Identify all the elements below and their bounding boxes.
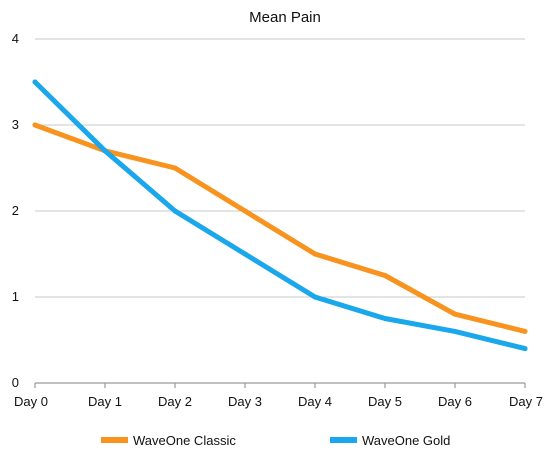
- data-point-series-2: [242, 251, 248, 257]
- data-point-series-2: [522, 346, 528, 352]
- axes: 0 1 2 3 4 Day 0 Day 1 Day 2 Day 3 Day 4 Day 5 Day 6…: [12, 31, 543, 409]
- data-point-series-1: [242, 208, 248, 214]
- data-point-series-1: [312, 251, 318, 257]
- data-point-series-2: [32, 79, 38, 85]
- data-point-series-2: [312, 294, 318, 300]
- y-tick-label: 1: [12, 289, 19, 304]
- x-tick-label: Day 0: [14, 394, 48, 409]
- data-point-series-1: [172, 165, 178, 171]
- series-line-2: [32, 79, 528, 352]
- x-tick-label: Day 7: [509, 394, 543, 409]
- data-point-series-1: [452, 311, 458, 317]
- data-point-series-2: [102, 148, 108, 154]
- data-point-series-1: [32, 122, 38, 128]
- data-point-series-1: [522, 328, 528, 334]
- data-point-series-2: [172, 208, 178, 214]
- y-tick-label: 0: [12, 375, 19, 390]
- series-lines: [32, 79, 528, 352]
- y-tick-label: 4: [12, 31, 19, 46]
- legend-label: WaveOne Classic: [133, 433, 236, 448]
- x-tick-label: Day 5: [368, 394, 402, 409]
- y-tick-label: 2: [12, 203, 19, 218]
- legend: WaveOne Classic WaveOne Gold: [101, 433, 450, 448]
- series-line-1: [32, 122, 528, 334]
- data-point-series-2: [452, 328, 458, 334]
- x-tick-label: Day 6: [438, 394, 472, 409]
- legend-label: WaveOne Gold: [362, 433, 450, 448]
- x-tick-label: Day 2: [158, 394, 192, 409]
- data-point-series-1: [382, 273, 388, 278]
- data-point-series-2: [382, 316, 388, 321]
- x-tick-label: Day 4: [298, 394, 332, 409]
- y-tick-label: 3: [12, 117, 19, 132]
- gridlines: [35, 38, 525, 298]
- chart-title: Mean Pain: [249, 9, 321, 26]
- x-tick-label: Day 3: [228, 394, 262, 409]
- x-tick-label: Day 1: [88, 394, 122, 409]
